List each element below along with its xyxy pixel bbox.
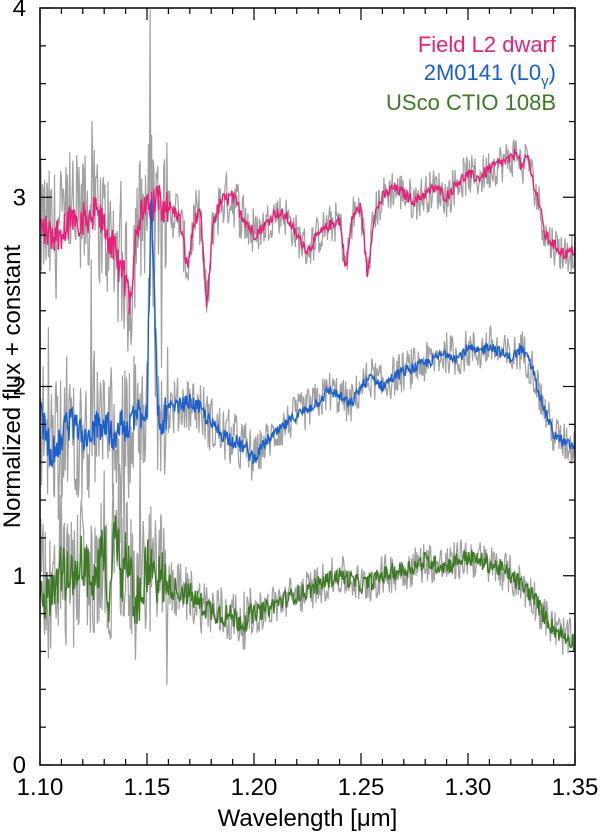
x-tick-label: 1.15 <box>124 774 171 801</box>
y-tick-label: 4 <box>13 0 26 22</box>
x-tick-label: 1.25 <box>338 774 385 801</box>
legend-entry-2m0141-sub: γ <box>541 73 549 90</box>
legend-entry-field-l2: Field L2 dwarf <box>418 32 557 57</box>
x-tick-label: 1.20 <box>231 774 278 801</box>
comparison-spectrum-2 <box>39 438 576 685</box>
legend-entry-2m0141-close: ) <box>549 60 556 85</box>
y-axis-title: Normalized flux + constant <box>0 244 26 528</box>
axis-ticks <box>39 7 576 766</box>
x-axis-title: Wavelength [μm] <box>218 805 398 832</box>
legend-entry-2m0141-text: 2M0141 (L0 <box>424 60 541 85</box>
legend: Field L2 dwarf 2M0141 (L0γ) USco CTIO 10… <box>386 32 557 115</box>
x-tick-label: 1.35 <box>552 774 599 801</box>
y-tick-label: 3 <box>13 184 26 211</box>
legend-entry-2m0141: 2M0141 (L0γ) <box>424 60 556 90</box>
x-tick-label: 1.10 <box>17 774 64 801</box>
series-line-0 <box>39 148 576 315</box>
legend-entry-usco: USco CTIO 108B <box>386 90 556 115</box>
series-line-1 <box>40 197 576 469</box>
series-line-2 <box>39 515 576 653</box>
y-tick-label: 1 <box>13 563 26 590</box>
y-tick-label: 0 <box>13 752 26 779</box>
plot-frame <box>39 7 576 766</box>
x-tick-label: 1.30 <box>445 774 492 801</box>
spectra-series <box>39 148 576 653</box>
x-tick-labels: 1.10 1.15 1.20 1.25 1.30 1.35 <box>17 774 599 801</box>
y-tick-label: 2 <box>13 374 26 401</box>
comparison-spectrum-1 <box>39 134 576 560</box>
y-tick-labels: 0 1 2 3 4 <box>13 0 26 779</box>
